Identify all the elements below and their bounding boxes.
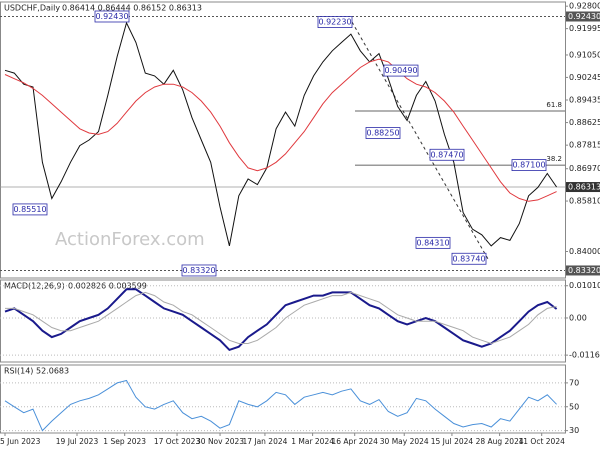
level-label: 0.92430 xyxy=(568,12,600,21)
level-box xyxy=(566,11,600,22)
x-tick-label: 17 Jan 2024 xyxy=(242,437,287,446)
price-box-label: 0.92230 xyxy=(318,18,351,27)
watermark: ActionForex.com xyxy=(55,229,205,250)
panel-values: 52.0683 xyxy=(36,367,69,376)
panel-title: MACD(12,26,9) xyxy=(4,282,65,291)
y-tick-label: 50 xyxy=(569,402,579,411)
y-tick-label: 0.91050 xyxy=(569,50,600,59)
last-price-label: 0.86313 xyxy=(568,183,600,192)
y-tick-label: 0.85810 xyxy=(569,197,600,206)
x-tick-label: 16 Apr 2024 xyxy=(332,437,379,446)
x-tick-label: 15 Jul 2024 xyxy=(431,437,474,446)
series-line xyxy=(4,58,557,202)
price-box-label: 0.90490 xyxy=(384,66,417,75)
fib-label: 38.2 xyxy=(546,155,562,163)
price-box xyxy=(451,252,487,265)
x-tick-label: 11 Oct 2024 xyxy=(519,437,566,446)
price-box-label: 0.83320 xyxy=(182,266,215,275)
panel-title: RSI(14) xyxy=(4,367,33,376)
price-box xyxy=(12,203,48,216)
panel-values: 0.002826 0.003599 xyxy=(68,282,147,291)
y-tick-label: 0.92800 xyxy=(569,2,600,11)
series-line xyxy=(4,21,558,247)
fib-label: 61.8 xyxy=(546,101,562,109)
x-tick-label: 19 Jul 2023 xyxy=(56,437,99,446)
y-tick-label: 0.87815 xyxy=(569,141,600,150)
price-box-label: 0.87100 xyxy=(512,161,545,170)
x-tick-label: 30 Nov 2023 xyxy=(196,437,244,446)
price-box xyxy=(365,127,401,139)
x-tick-label: 1 Mar 2024 xyxy=(291,437,334,446)
series-line xyxy=(4,379,557,432)
x-tick-label: 5 Jun 2023 xyxy=(0,437,41,446)
price-box-label: 0.84310 xyxy=(416,238,449,247)
main-panel xyxy=(0,1,566,279)
x-tick-label: 1 Sep 2023 xyxy=(103,437,146,446)
price-box xyxy=(181,264,217,277)
x-tick-label: 30 May 2024 xyxy=(380,437,429,446)
y-tick-label: 70 xyxy=(569,378,579,387)
level-box xyxy=(566,265,600,276)
panel-title: USDCHF,Daily xyxy=(4,4,60,13)
price-box xyxy=(429,148,465,161)
level-label: 0.83320 xyxy=(568,266,600,275)
series-line xyxy=(4,288,558,352)
y-tick-label: 0.91995 xyxy=(569,24,600,33)
price-box-label: 0.85510 xyxy=(13,205,46,214)
price-box xyxy=(415,236,451,249)
price-box-label: 0.88250 xyxy=(366,129,399,138)
y-tick-label: 0.010101 xyxy=(569,281,600,290)
price-box-label: 0.92430 xyxy=(95,12,128,21)
price-box xyxy=(383,64,419,77)
x-tick-label: 17 Oct 2023 xyxy=(154,437,201,446)
price-box xyxy=(317,16,353,28)
y-tick-label: 30 xyxy=(569,426,579,435)
rsi-panel xyxy=(0,364,566,434)
x-tick-label: 28 Aug 2024 xyxy=(476,437,524,446)
price-box xyxy=(511,159,547,171)
series-line xyxy=(5,291,557,345)
price-box xyxy=(94,10,130,23)
macd-panel xyxy=(0,279,566,363)
y-tick-label: 0.86970 xyxy=(569,164,600,173)
y-tick-label: 0.84000 xyxy=(569,247,600,256)
price-box-label: 0.87470 xyxy=(430,150,463,159)
panel-values: 0.86414 0.86444 0.86152 0.86313 xyxy=(62,4,202,13)
price-box-label: 0.83740 xyxy=(452,254,485,263)
y-tick-label: -0.011645 xyxy=(569,351,600,360)
y-tick-label: 0.00 xyxy=(569,313,587,322)
y-tick-label: 0.89435 xyxy=(569,95,600,104)
y-tick-label: 0.90245 xyxy=(569,73,600,82)
last-price-box xyxy=(566,182,600,193)
y-tick-label: 0.88625 xyxy=(569,118,600,127)
